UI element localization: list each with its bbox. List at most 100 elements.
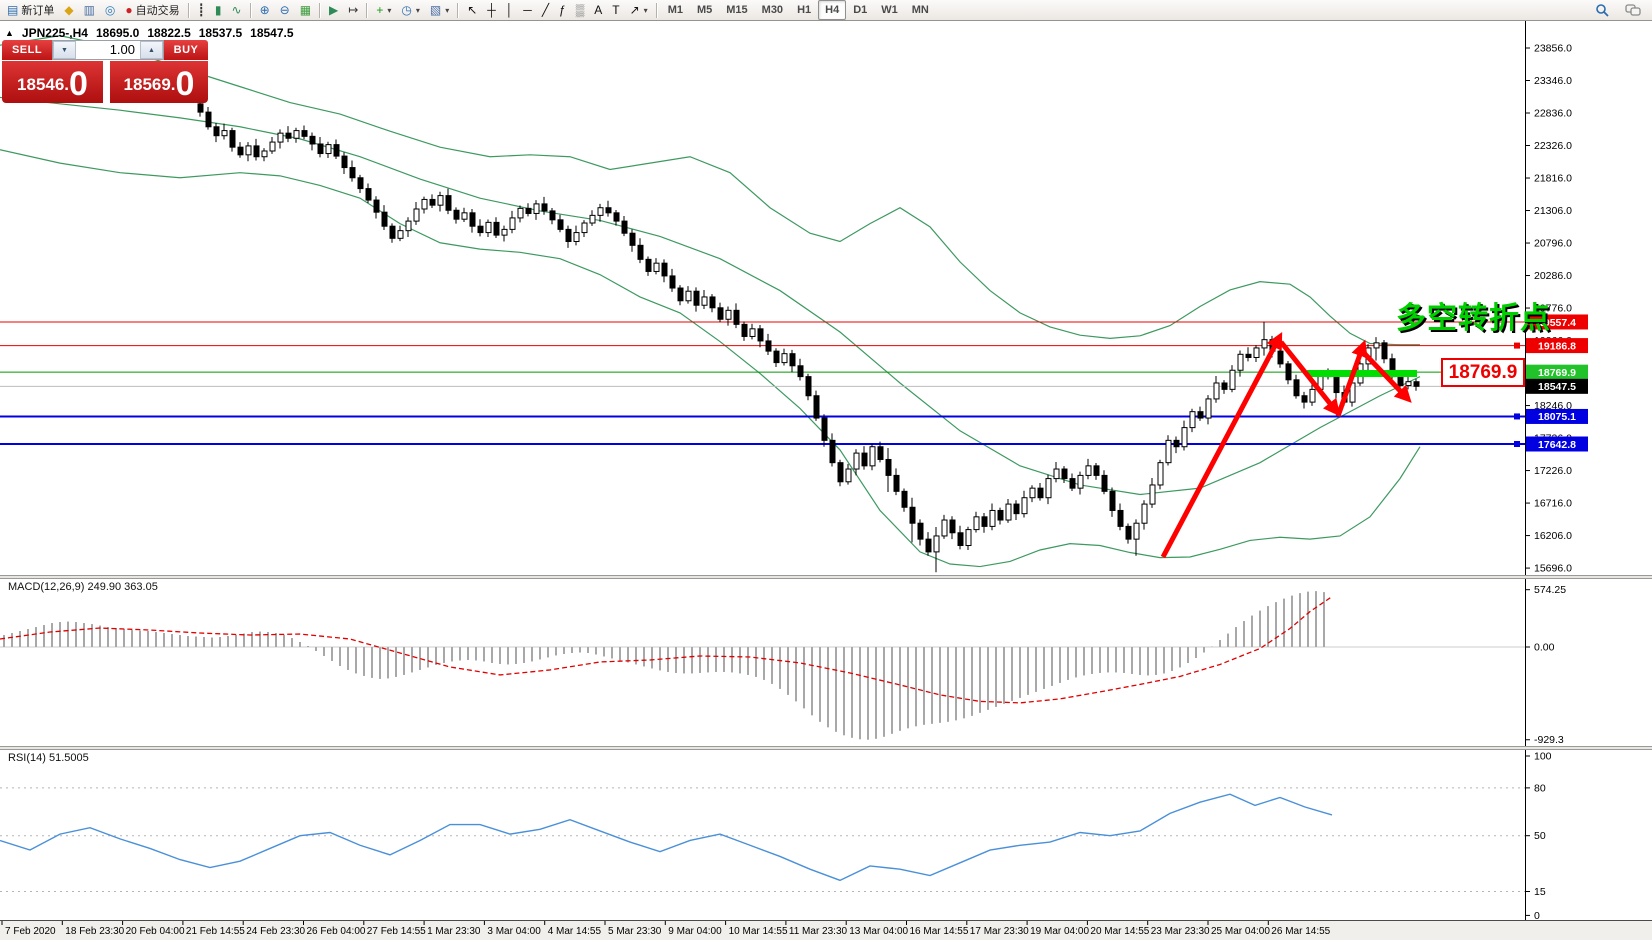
time-axis[interactable]: 7 Feb 2020 18 Feb 23:30 20 Feb 04:00 21 Feb… bbox=[0, 920, 1652, 940]
volume-input[interactable]: 1.00 bbox=[109, 42, 135, 57]
candle-body bbox=[397, 230, 404, 239]
candle-body bbox=[365, 188, 372, 201]
tf-h4-label: H4 bbox=[825, 4, 840, 16]
price-tag-annotation[interactable]: 18769.9 bbox=[1441, 358, 1525, 387]
sell-price-button[interactable]: 18546. 0 bbox=[2, 61, 103, 103]
terminal-window-button[interactable]: ▥ bbox=[79, 0, 100, 20]
candle-body bbox=[917, 522, 924, 540]
terminal-window-icon: ▥ bbox=[83, 3, 95, 17]
turning-point-annotation[interactable]: 多空转折点 bbox=[1396, 301, 1551, 336]
candle-body bbox=[533, 203, 540, 214]
price-axis-tick-label: 16206.0 bbox=[1534, 530, 1572, 542]
indicators-list-dropdown-icon[interactable]: ▾ bbox=[387, 5, 392, 15]
symbol-marker-icon: ▲ bbox=[5, 28, 14, 38]
auto-scroll-button[interactable]: ▶ bbox=[324, 0, 343, 20]
rsi-pane[interactable] bbox=[0, 787, 1525, 892]
indicators-list-button[interactable]: + ▾ bbox=[371, 0, 396, 20]
text-button[interactable]: A bbox=[589, 0, 607, 20]
highlight-band-annotation[interactable] bbox=[1307, 370, 1417, 377]
buy-price-button[interactable]: 18569. 0 bbox=[110, 61, 208, 103]
periods-dropdown-icon[interactable]: ▾ bbox=[415, 5, 420, 15]
time-axis-label: 26 Feb 04:00 bbox=[307, 926, 366, 937]
fibonacci-retracement-button[interactable]: ▒ bbox=[571, 0, 590, 20]
tf-m15[interactable]: M15 bbox=[719, 0, 754, 20]
vertical-line-button[interactable]: │ bbox=[501, 0, 519, 20]
candle-body bbox=[629, 232, 636, 246]
trend-arrow[interactable] bbox=[1279, 340, 1341, 417]
price-pane[interactable] bbox=[0, 35, 1525, 573]
crosshair-button[interactable]: ┼ bbox=[482, 0, 501, 20]
level-handle[interactable] bbox=[1514, 440, 1520, 447]
tf-m15-label: M15 bbox=[726, 4, 748, 16]
search-button[interactable] bbox=[1592, 0, 1612, 20]
tf-h1[interactable]: H1 bbox=[790, 0, 818, 20]
buy-button[interactable]: BUY bbox=[164, 40, 208, 60]
time-axis-label: 21 Feb 14:55 bbox=[186, 926, 245, 937]
level-handle[interactable] bbox=[1514, 342, 1520, 349]
bar-chart-mode-button[interactable]: ┋ bbox=[193, 0, 210, 20]
time-axis-label: 27 Feb 14:55 bbox=[367, 926, 426, 937]
tf-d1[interactable]: D1 bbox=[846, 0, 874, 20]
templates-dropdown-icon[interactable]: ▾ bbox=[445, 5, 450, 15]
sell-button[interactable]: SELL bbox=[2, 40, 52, 60]
price-axis-tick-label: 23856.0 bbox=[1534, 43, 1572, 55]
volume-decrease-button[interactable]: ▼ bbox=[53, 41, 76, 59]
tf-w1[interactable]: W1 bbox=[874, 0, 905, 20]
templates-button[interactable]: ▧ ▾ bbox=[425, 0, 454, 20]
candle-body bbox=[301, 130, 308, 137]
tf-m30-label: M30 bbox=[761, 4, 784, 16]
tile-windows-button[interactable]: ▦ bbox=[295, 0, 316, 20]
candle-body bbox=[309, 135, 316, 145]
candle-body bbox=[1277, 350, 1284, 365]
candle-body bbox=[821, 417, 828, 441]
arrows-button[interactable]: ↗ ▾ bbox=[625, 0, 653, 20]
tf-m5[interactable]: M5 bbox=[690, 0, 719, 20]
zoom-out-button[interactable]: ⊖ bbox=[275, 0, 295, 20]
cursor-button[interactable]: ↖ bbox=[462, 0, 482, 20]
price-axis-tick-label: 16716.0 bbox=[1534, 498, 1572, 510]
zoom-in-button[interactable]: ⊕ bbox=[255, 0, 275, 20]
candle-body bbox=[469, 212, 476, 227]
pane-separator[interactable] bbox=[0, 746, 1652, 750]
candle-body bbox=[981, 516, 988, 527]
candle-body bbox=[637, 244, 644, 260]
tf-mn[interactable]: MN bbox=[905, 0, 936, 20]
ohlc-low: 18537.5 bbox=[198, 26, 243, 40]
tf-m30[interactable]: M30 bbox=[755, 0, 790, 20]
equidistant-channel-button[interactable]: ƒ bbox=[554, 0, 571, 20]
volume-increase-button[interactable]: ▲ bbox=[140, 41, 163, 59]
signals-button[interactable]: ◎ bbox=[100, 0, 120, 20]
price-axis-tick-label: 21306.0 bbox=[1534, 205, 1572, 217]
new-order-button[interactable]: ▤ 新订单 bbox=[2, 0, 59, 20]
price-axis[interactable]: 23856.0 23346.0 22836.0 22326.0 21816.0 21306… bbox=[1525, 21, 1588, 922]
candle-body bbox=[853, 452, 860, 470]
auto-trading-button[interactable]: ● 自动交易 bbox=[120, 0, 184, 20]
chart-shift-button[interactable]: ↦ bbox=[343, 0, 363, 20]
trend-arrow[interactable] bbox=[1160, 331, 1283, 559]
tf-h1-label: H1 bbox=[797, 4, 812, 16]
trend-arrow[interactable] bbox=[1335, 339, 1368, 417]
rsi-indicator-label: RSI(14) 51.5005 bbox=[8, 752, 89, 764]
trendline-button[interactable]: ╱ bbox=[537, 0, 554, 20]
chat-button[interactable] bbox=[1622, 0, 1644, 20]
candlestick-mode-button[interactable]: ▮ bbox=[210, 0, 227, 20]
pane-separator[interactable] bbox=[0, 575, 1652, 579]
level-handle[interactable] bbox=[1514, 413, 1520, 420]
time-axis-label: 18 Feb 23:30 bbox=[65, 926, 124, 937]
trend-arrow[interactable] bbox=[1361, 350, 1412, 403]
new-order-label: 新订单 bbox=[21, 5, 55, 17]
text-label-button[interactable]: T bbox=[607, 0, 624, 20]
macd-pane[interactable] bbox=[0, 591, 1525, 740]
tf-h4[interactable]: H4 bbox=[818, 0, 847, 20]
rsi-axis-label: 80 bbox=[1534, 782, 1546, 794]
periods-button[interactable]: ◷ ▾ bbox=[396, 0, 425, 20]
arrows-dropdown-icon[interactable]: ▾ bbox=[643, 5, 648, 15]
line-chart-mode-button[interactable]: ∿ bbox=[227, 0, 247, 20]
horizontal-line-button[interactable]: ─ bbox=[518, 0, 537, 20]
candle-body bbox=[461, 212, 468, 220]
indicators-list-icon: + bbox=[376, 3, 384, 17]
zigzag-arrows-annotation[interactable] bbox=[1160, 331, 1412, 559]
tf-m1[interactable]: M1 bbox=[661, 0, 690, 20]
metaeditor-button[interactable]: ◆ bbox=[59, 0, 78, 20]
